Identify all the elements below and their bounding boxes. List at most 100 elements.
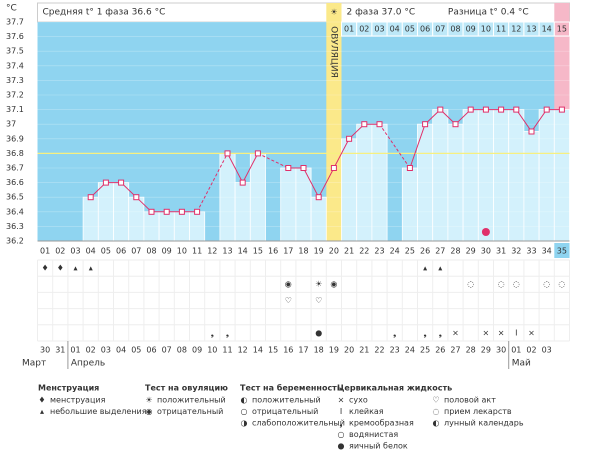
- legend-icon: ♡: [432, 396, 439, 405]
- day-number: 09: [162, 247, 172, 256]
- legend-icon: ◑: [241, 419, 248, 428]
- temp-bar: [538, 109, 555, 242]
- date: 25: [420, 346, 430, 355]
- day-number: 32: [511, 247, 521, 256]
- legend-item: небольшие выделения: [50, 407, 147, 416]
- day-number: 25: [405, 247, 415, 256]
- legend-item: менструация: [50, 396, 106, 405]
- day-number: 22: [359, 247, 369, 256]
- temp-point: [437, 106, 444, 113]
- day-number: 08: [146, 247, 156, 256]
- date: 20: [344, 346, 354, 355]
- temp-point: [178, 208, 185, 215]
- temp-point: [346, 135, 353, 142]
- date: 29: [481, 346, 491, 355]
- symbol-icon: ◌: [467, 280, 474, 289]
- sun-icon: ☀: [330, 8, 337, 17]
- legend-item: клейкая: [349, 407, 384, 416]
- y-tick-label: 36.9: [6, 134, 24, 143]
- day-number: 01: [40, 247, 50, 256]
- y-tick-label: 37.3: [6, 76, 24, 85]
- date: 17: [298, 346, 308, 355]
- temp-point: [467, 106, 474, 113]
- moon-icon: [481, 228, 490, 236]
- today-cell: [554, 243, 570, 258]
- month-label: Апрель: [71, 359, 105, 369]
- temp-point: [118, 179, 125, 186]
- day-number: 20: [329, 247, 339, 256]
- date: 01: [70, 346, 80, 355]
- legend-item: положительный: [252, 396, 321, 405]
- symbol-icon: ❟: [424, 328, 427, 337]
- difference-label: Разница t° 0.4 °C: [448, 8, 529, 18]
- symbol-icon: ▴: [438, 264, 442, 273]
- date: 10: [207, 346, 217, 355]
- date: 03: [101, 346, 111, 355]
- temp-point: [406, 165, 413, 171]
- day-number: 30: [481, 247, 491, 256]
- legend-item: лунный календарь: [444, 419, 524, 428]
- date: 28: [466, 346, 476, 355]
- date: 27: [450, 346, 460, 355]
- temp-bar: [553, 109, 570, 242]
- day-number: 07: [131, 247, 141, 256]
- legend-icon: ◐: [241, 396, 248, 405]
- symbol-icon: ×: [498, 328, 505, 337]
- phase2-day: 12: [511, 25, 521, 34]
- legend-item: положительный: [157, 396, 226, 405]
- symbol-icon: I: [515, 328, 517, 337]
- temp-bar: [82, 196, 99, 242]
- gap-line: [379, 123, 411, 169]
- date: 11: [222, 346, 232, 355]
- date: 03: [542, 346, 552, 355]
- temp-point: [482, 106, 489, 113]
- legend-title: Менструация: [38, 384, 99, 393]
- day-number: 16: [268, 247, 278, 256]
- day-number: 29: [466, 247, 476, 256]
- phase2-label: 2 фаза 37.0 °C: [347, 8, 416, 18]
- day-number: 26: [420, 247, 430, 256]
- date: 04: [116, 346, 126, 355]
- symbol-icon: ♡: [285, 296, 292, 305]
- temp-point: [513, 106, 520, 113]
- day-number: 28: [450, 247, 460, 256]
- temp-bar: [523, 131, 540, 242]
- day-number: 15: [253, 247, 263, 256]
- day-number: 27: [435, 247, 445, 256]
- date: 08: [177, 346, 187, 355]
- legend-item: кремообразная: [349, 419, 414, 428]
- legend-item: прием лекарств: [444, 407, 512, 416]
- y-tick-label: 36.4: [6, 207, 24, 216]
- temp-point: [102, 179, 109, 186]
- ovulation-col: [326, 3, 342, 241]
- day-number: 06: [116, 247, 126, 256]
- day-number: 34: [542, 247, 552, 256]
- temp-point: [224, 150, 231, 157]
- y-tick-label: 37.7: [6, 18, 24, 27]
- temp-point: [543, 106, 550, 113]
- day-number: 33: [526, 247, 536, 256]
- phase2-day: 15: [557, 25, 567, 34]
- phase2-cell: [553, 21, 570, 37]
- y-tick-label: 36.8: [6, 149, 24, 158]
- day-number: 24: [390, 247, 400, 256]
- gap-line: [257, 152, 289, 169]
- temp-point: [422, 121, 429, 128]
- day-number: 35: [557, 247, 567, 256]
- temp-bar: [493, 109, 510, 242]
- temp-point: [558, 106, 565, 113]
- temp-point: [330, 165, 337, 171]
- symbol-icon: ♦: [57, 264, 64, 273]
- symbol-icon: ☀: [315, 280, 322, 289]
- legend-item: отрицательный: [252, 407, 318, 416]
- phase2-day: 13: [526, 25, 536, 34]
- date: 05: [131, 346, 141, 355]
- temp-bar: [280, 167, 297, 242]
- y-tick-label: 37.6: [6, 32, 24, 41]
- symbol-icon: ◌: [513, 280, 520, 289]
- phase2-day: 09: [466, 25, 476, 34]
- temp-point: [163, 208, 170, 215]
- legend-title: Тест на беременность: [240, 383, 342, 393]
- temp-point: [194, 208, 201, 215]
- legend-item: водянистая: [349, 430, 398, 439]
